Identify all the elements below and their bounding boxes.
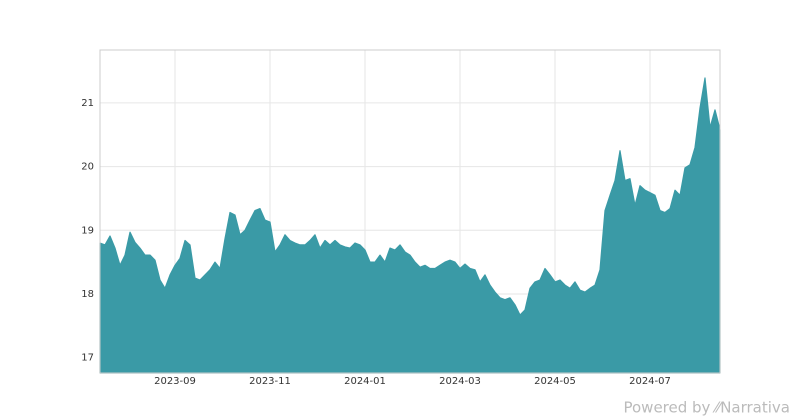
x-tick-label: 2023-09 xyxy=(154,376,196,387)
y-tick-label: 17 xyxy=(81,353,94,364)
y-tick-label: 19 xyxy=(81,225,94,236)
y-tick-label: 20 xyxy=(81,162,94,173)
x-tick-label: 2024-01 xyxy=(344,376,386,387)
plot-border xyxy=(99,49,721,374)
y-tick-label: 21 xyxy=(81,98,94,109)
area xyxy=(99,77,721,374)
y-tick-label: 18 xyxy=(81,289,94,300)
x-tick-label: 2024-07 xyxy=(629,376,671,387)
x-tick-label: 2024-05 xyxy=(534,376,576,387)
x-tick-label: 2024-03 xyxy=(439,376,481,387)
credit: Powered by ⁄⁄Narrativa xyxy=(623,399,790,417)
x-tick-label: 2023-11 xyxy=(249,376,291,387)
